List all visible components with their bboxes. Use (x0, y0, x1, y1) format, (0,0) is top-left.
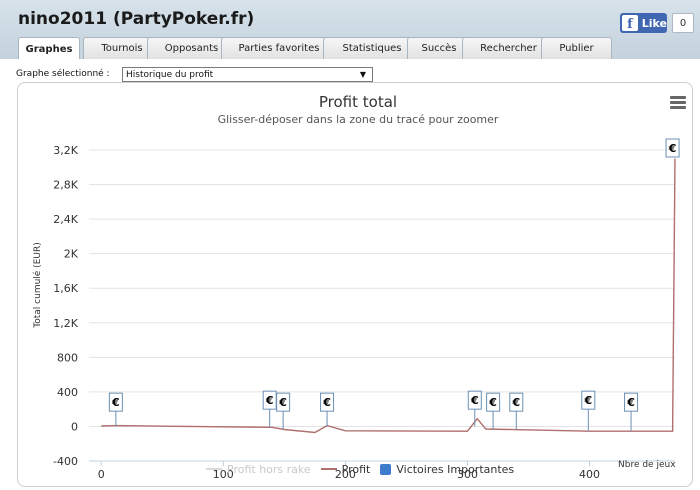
flag-box (467, 390, 482, 410)
facebook-like-label: Like (641, 16, 667, 30)
victory-flag[interactable]: € (467, 390, 482, 427)
victory-flag[interactable]: € (276, 392, 291, 430)
axis-layer: -400 0 400 800 1,2K 1,6K 2K 2,4K 2,8K 3,2K 0 100 200… (53, 144, 675, 481)
y-tick-label: 2,4K (53, 213, 78, 226)
chart-title: Profit total (319, 93, 397, 111)
grid-layer (89, 149, 675, 462)
euro-icon: € (278, 396, 287, 409)
euro-icon: € (583, 394, 592, 407)
flag-box (509, 392, 524, 412)
y-tick-label: 0 (71, 420, 78, 433)
legend-line-swatch (320, 468, 337, 470)
euro-icon: € (511, 396, 520, 409)
series-layer (101, 158, 676, 434)
euro-icon: € (322, 396, 331, 409)
euro-icon: € (265, 394, 274, 407)
legend-label: Victoires Importantes (396, 462, 515, 476)
victory-flag[interactable]: € (665, 138, 680, 158)
facebook-like-count: 0 (672, 13, 694, 33)
x-tick-label: 100 (213, 468, 234, 481)
victory-flag[interactable]: € (581, 390, 596, 432)
graph-select-label: Graphe sélectionné : (16, 69, 110, 79)
flag-box (108, 392, 123, 412)
flag-layer: € € € € € € € € € € (108, 138, 680, 432)
y-tick-label: 1,2K (53, 317, 78, 330)
euro-icon: € (470, 394, 479, 407)
series-line-profit (101, 158, 676, 434)
y-tick-label: -400 (53, 455, 78, 468)
euro-icon: € (111, 396, 120, 409)
header-bar: nino2011 (PartyPoker.fr) f Like 0 Graphe… (0, 0, 700, 60)
chart-subtitle: Glisser-déposer dans la zone du tracé po… (218, 113, 499, 126)
flag-box (276, 392, 291, 412)
page-title: nino2011 (PartyPoker.fr) (18, 9, 255, 29)
flag-box (581, 390, 596, 410)
victory-flag[interactable]: € (509, 392, 524, 430)
y-tick-label: 2,8K (53, 179, 78, 192)
euro-icon: € (488, 396, 497, 409)
y-axis-title: Total cumulé (EUR) (32, 242, 43, 328)
y-tick-label: 2K (64, 248, 79, 261)
tab-publier[interactable]: Publier (541, 37, 612, 59)
graph-select[interactable]: Historique du profit ▼ (122, 67, 373, 82)
flag-box (624, 392, 639, 412)
graph-select-value: Historique du profit (126, 69, 214, 80)
legend-item-victoires-importantes[interactable]: Victoires Importantes (380, 463, 514, 476)
y-tick-label: 1,6K (53, 282, 78, 295)
tab-parties-favorites[interactable]: Parties favorites (221, 37, 337, 59)
dropdown-arrow-icon: ▼ (359, 70, 366, 79)
legend-label: Profit hors rake (227, 462, 311, 476)
legend-box-swatch (380, 463, 392, 475)
flag-box (320, 392, 335, 412)
victory-flag[interactable]: € (262, 390, 277, 428)
y-tick-label: 800 (57, 351, 78, 364)
victory-flag[interactable]: € (108, 392, 123, 427)
x-tick-label: 200 (335, 468, 356, 481)
x-tick-label: 0 (98, 468, 105, 481)
legend-label: Profit (341, 462, 371, 476)
chart-container: -400 0 400 800 1,2K 1,6K 2K 2,4K 2,8K 3,2K 0 100 200… (17, 82, 693, 487)
facebook-f-icon: f (622, 15, 638, 31)
legend-item-profit-hors-rake[interactable]: Profit hors rake (206, 463, 311, 476)
victory-flag[interactable]: € (624, 392, 639, 432)
x-axis-title: Nbre de jeux (618, 460, 676, 470)
chart-svg[interactable]: -400 0 400 800 1,2K 1,6K 2K 2,4K 2,8K 3,2K 0 100 200… (18, 83, 694, 488)
victory-flag[interactable]: € (320, 392, 335, 427)
legend-line-swatch (206, 468, 222, 470)
euro-icon: € (668, 142, 677, 155)
y-tick-label: 400 (57, 386, 78, 399)
x-tick-label: 400 (579, 468, 600, 481)
victory-flag[interactable]: € (486, 392, 501, 430)
euro-icon: € (626, 396, 635, 409)
x-tick-label: 300 (457, 468, 478, 481)
tab-graphes[interactable]: Graphes (18, 37, 80, 60)
hamburger-menu-icon[interactable] (670, 96, 686, 110)
chart-legend: Profit hors rake Profit Victoires Import… (206, 462, 524, 476)
main-content: Graphe sélectionné : Historique du profi… (0, 59, 700, 490)
flag-box (486, 392, 501, 412)
facebook-like-button[interactable]: f Like (620, 13, 667, 33)
legend-item-profit[interactable]: Profit (320, 462, 371, 476)
flag-box (665, 138, 680, 158)
y-tick-label: 3,2K (53, 144, 78, 157)
